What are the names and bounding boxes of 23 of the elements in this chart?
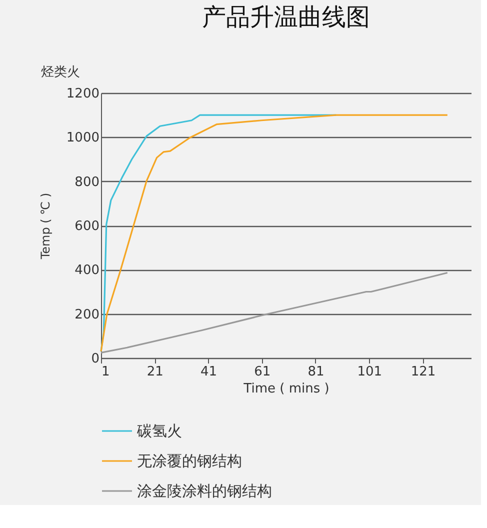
legend-label: 无涂覆的钢结构 bbox=[137, 452, 242, 470]
x-tick-label: 21 bbox=[146, 364, 164, 380]
y-tick-label: 200 bbox=[74, 307, 100, 322]
x-tick-label: 41 bbox=[200, 364, 218, 380]
chart-title: 产品升温曲线图 bbox=[202, 3, 370, 31]
legend-label: 涂金陵涂料的钢结构 bbox=[137, 482, 272, 500]
text: 烃类火 bbox=[41, 65, 80, 80]
y-tick-label: 600 bbox=[74, 219, 100, 234]
y-tick-label: 400 bbox=[74, 263, 100, 278]
x-axis-title: Time ( mins ) bbox=[242, 382, 330, 396]
y-tick-label: 800 bbox=[74, 174, 100, 190]
x-tick-label: 1 bbox=[102, 364, 110, 380]
y-tick-label: 0 bbox=[91, 352, 100, 366]
line-series bbox=[100, 114, 448, 352]
y-tick-label: 1000 bbox=[66, 130, 100, 146]
line-series bbox=[100, 272, 448, 354]
y-tick-label: 1200 bbox=[66, 86, 100, 102]
legend-label: 碳氢火 bbox=[136, 422, 182, 440]
x-tick-label: 101 bbox=[357, 364, 382, 380]
x-tick-label: 81 bbox=[308, 364, 324, 380]
y-axis-title: Temp ( ℃ ) bbox=[38, 192, 52, 260]
x-tick-label: 61 bbox=[254, 364, 271, 380]
x-tick-label: 121 bbox=[410, 364, 436, 380]
